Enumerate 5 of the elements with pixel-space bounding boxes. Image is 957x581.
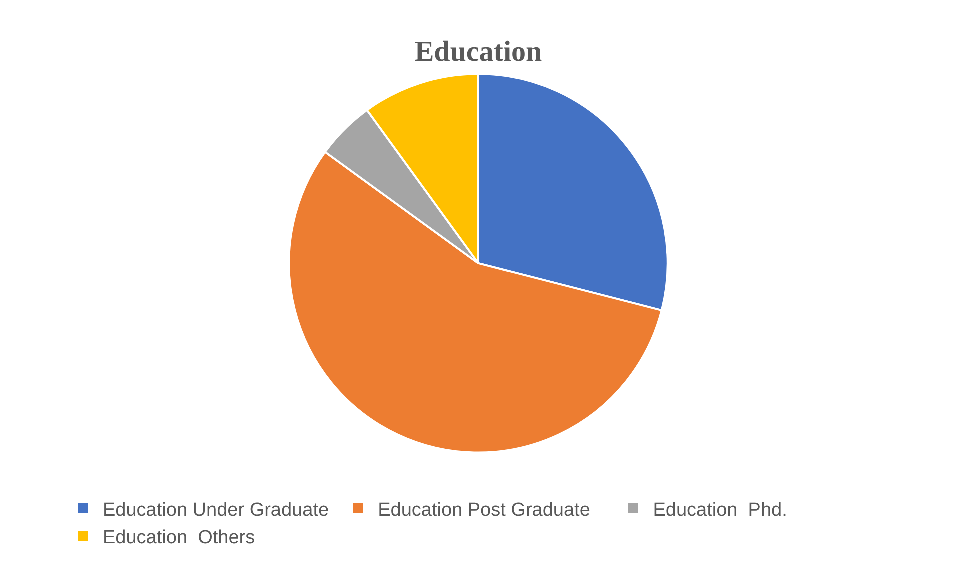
legend-label: Education Under Graduate (103, 500, 330, 521)
legend-label: Education Others (103, 528, 256, 549)
legend-label: Education Post Graduate (378, 500, 590, 521)
chart-title: Education (414, 36, 542, 68)
legend-label: Education Phd. (653, 500, 788, 521)
